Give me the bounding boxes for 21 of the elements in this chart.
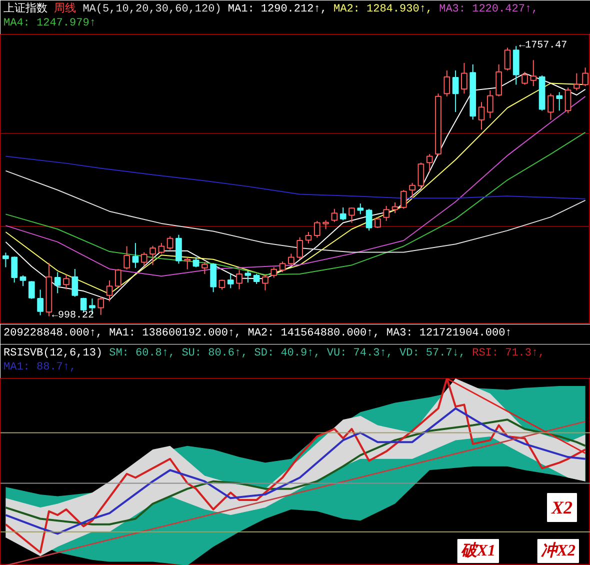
- text: SM: 60.8↑,: [109, 348, 176, 360]
- legend-title: MA(5,10,20,30,60,120): [82, 4, 222, 16]
- text: VU: 74.3↑,: [326, 348, 393, 360]
- text: RSI: 71.3↑,: [472, 348, 545, 360]
- text: MA2: 1284.930↑,: [334, 4, 433, 16]
- text: VD: 57.7↓,: [400, 348, 466, 360]
- annotation: ←1757.47: [519, 40, 568, 52]
- chart-title: RSISVB(12,6,13): [4, 348, 103, 360]
- text: 209228848.000↑, MA1: 138600192.000↑, MA2: 141564880.000↑, MA3: 121721904.000↑: [4, 328, 512, 340]
- annotation: ←998.22: [52, 310, 94, 322]
- text: MA4: 1247.979↑: [4, 18, 96, 30]
- text: MA1: 88.7↑,: [4, 362, 76, 374]
- chart-title: 上证指数: [4, 2, 48, 16]
- text: MA3: 1220.427↑,: [439, 4, 538, 16]
- annotation: X2: [550, 498, 573, 518]
- annotation: 冲X2: [540, 542, 576, 560]
- text: SD: 40.9↑,: [254, 348, 320, 360]
- chart-subtitle: 周线: [54, 2, 76, 16]
- text: MA1: 1290.212↑,: [228, 4, 327, 16]
- text: SU: 80.6↑,: [182, 348, 248, 360]
- annotation: 破X1: [460, 542, 496, 560]
